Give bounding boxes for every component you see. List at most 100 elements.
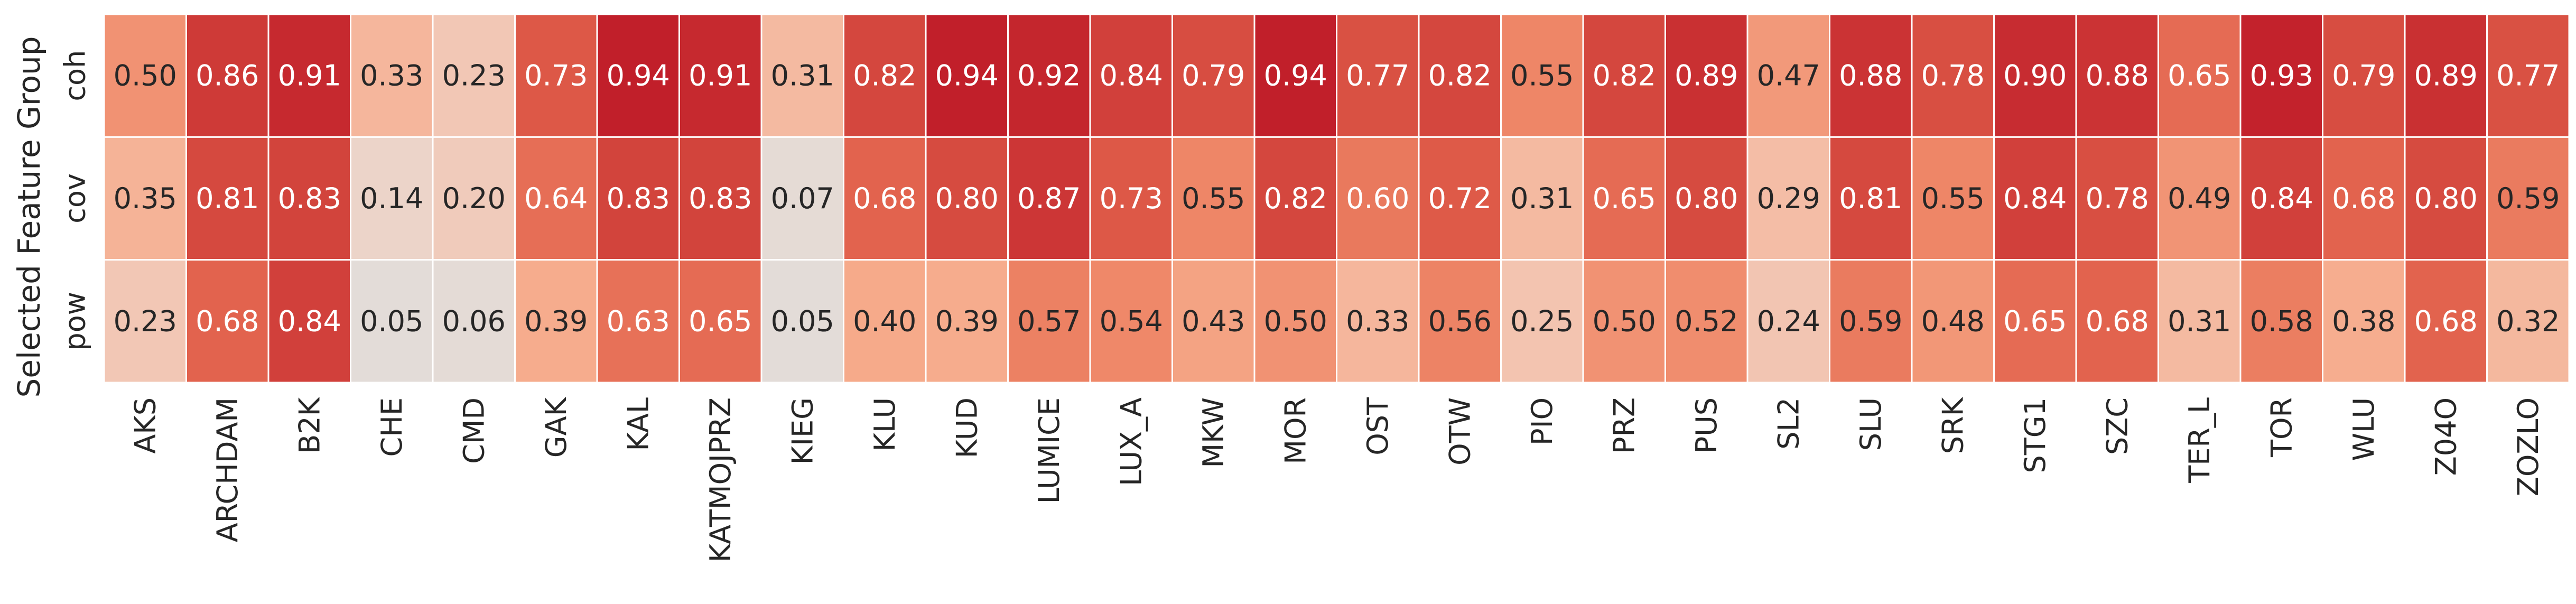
heatmap-cell-value: 0.65 [2003,304,2067,338]
heatmap-cell [1746,13,1830,138]
heatmap-cell-value: 0.90 [2003,59,2067,92]
y-tick-label: pow [59,292,92,350]
heatmap-cell [1007,259,1091,384]
x-tick-label: WLU [2347,397,2380,461]
heatmap-cell-value: 0.49 [2168,182,2231,215]
heatmap-cell-value: 0.54 [1100,304,1163,338]
heatmap-cell [2239,13,2323,138]
heatmap-cell [843,13,927,138]
heatmap-cell [1829,259,1913,384]
heatmap-cell-value: 0.55 [1510,59,1574,92]
heatmap-cell [103,13,187,138]
heatmap-cell-value: 0.83 [689,182,752,215]
heatmap-cell [596,259,680,384]
heatmap-cell [2157,259,2242,384]
heatmap-cell [1993,136,2077,261]
y-tick-label: coh [59,50,92,101]
heatmap-cell-value: 0.65 [689,304,752,338]
heatmap-cell-labels: 0.50 0.86 0.91 0.33 0.23 0.73 0.94 0.91 0.31 0.82… [114,59,2560,338]
heatmap-cell [1336,259,1420,384]
heatmap-cell-value: 0.80 [2414,182,2478,215]
y-tick-label: cov [59,173,92,224]
heatmap-cell [267,13,351,138]
heatmap-cell-value: 0.32 [2496,304,2560,338]
heatmap-cell-value: 0.64 [524,182,588,215]
x-tick-label: OST [1361,397,1394,456]
heatmap-cell-value: 0.31 [2168,304,2231,338]
x-tick-label: LUMICE [1033,397,1066,504]
heatmap-cell-value: 0.83 [278,182,341,215]
heatmap-cell-value: 0.81 [196,182,259,215]
heatmap-cells [103,13,2570,384]
heatmap-cell [678,259,762,384]
heatmap-cell [1582,136,1666,261]
heatmap-cell-value: 0.94 [935,59,999,92]
heatmap-cell-value: 0.50 [114,59,177,92]
heatmap-cell [678,13,762,138]
heatmap-cell [1911,259,1995,384]
heatmap-cell-value: 0.57 [1017,304,1081,338]
heatmap-cell-value: 0.94 [1264,59,1327,92]
heatmap-cell [1171,259,1256,384]
heatmap-cell-value: 0.05 [360,304,423,338]
heatmap-cell [185,259,269,384]
heatmap-cell-value: 0.68 [853,182,916,215]
heatmap-cell-value: 0.65 [1593,182,1656,215]
heatmap-cell-value: 0.25 [1510,304,1574,338]
heatmap-cell-value: 0.79 [1182,59,1245,92]
heatmap-cell-value: 0.88 [1839,59,1902,92]
x-tick-label: ZOZLO [2512,397,2545,496]
heatmap-cell [843,136,927,261]
x-tick-label: KAL [621,397,655,451]
heatmap-cell-value: 0.89 [1675,59,1738,92]
x-tick-label: PRZ [1607,397,1641,454]
heatmap-cell-value: 0.89 [2414,59,2478,92]
heatmap-cell-value: 0.35 [114,182,177,215]
y-axis-tick-labels: coh cov pow [59,50,92,351]
heatmap-cell-value: 0.50 [1264,304,1327,338]
y-axis-label: Selected Feature Group [11,36,47,397]
heatmap-cell-value: 0.38 [2332,304,2395,338]
heatmap-cell-value: 0.63 [607,304,670,338]
heatmap-cell-value: 0.56 [1428,304,1492,338]
heatmap-cell [2486,259,2570,384]
heatmap-cell [2486,13,2570,138]
heatmap-cell-value: 0.94 [607,59,670,92]
heatmap-cell-value: 0.82 [1428,59,1492,92]
x-tick-label: TER_L [2183,397,2216,484]
heatmap-cell [1418,259,1502,384]
heatmap-cell-value: 0.06 [442,304,506,338]
heatmap-cell [1664,136,1749,261]
x-tick-label: AKS [128,397,162,454]
heatmap-cell-value: 0.29 [1757,182,1820,215]
heatmap-cell [1007,136,1091,261]
x-tick-label: TOR [2265,397,2298,458]
heatmap-cell [1829,13,1913,138]
heatmap-cell-value: 0.84 [1100,59,1163,92]
heatmap-cell-value: 0.91 [278,59,341,92]
heatmap-cell [2075,259,2159,384]
heatmap-cell [350,259,434,384]
heatmap-cell [760,259,844,384]
heatmap-cell-value: 0.84 [2250,182,2313,215]
heatmap-cell-value: 0.43 [1182,304,1245,338]
heatmap-cell-value: 0.14 [360,182,423,215]
x-tick-label: CHE [375,397,408,457]
heatmap-cell-value: 0.31 [771,59,834,92]
x-tick-label: MKW [1197,397,1230,468]
heatmap-cell [1418,136,1502,261]
heatmap-cell-value: 0.80 [935,182,999,215]
heatmap-cell-value: 0.78 [1921,59,1985,92]
x-tick-label: ARCHDAM [211,397,244,542]
heatmap-cell-value: 0.78 [2086,182,2149,215]
x-tick-label: GAK [540,396,573,458]
heatmap-cell [1746,136,1830,261]
heatmap-cell [760,136,844,261]
heatmap-cell [1336,13,1420,138]
heatmap-cell-value: 0.82 [1593,59,1656,92]
heatmap-cell [1746,259,1830,384]
heatmap-cell-value: 0.50 [1593,304,1656,338]
x-tick-label: PUS [1690,397,1723,453]
heatmap-cell-value: 0.39 [524,304,588,338]
